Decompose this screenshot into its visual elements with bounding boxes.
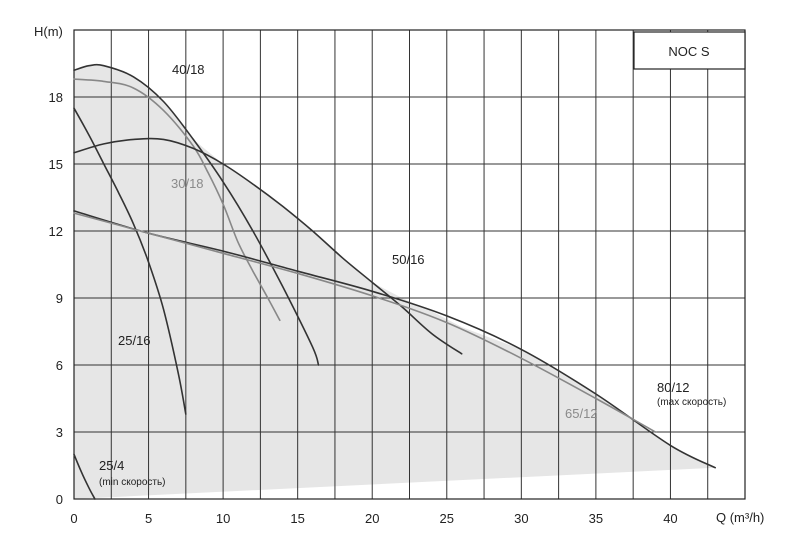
tick-labels: 0 5 10 15 20 25 30 35 40 0 3 6 9 12 15 18 (49, 90, 678, 526)
label-50-16: 50/16 (392, 252, 425, 267)
title-box (633, 31, 746, 70)
x-axis-label: Q (m³/h) (716, 510, 764, 525)
y-tick-label: 6 (56, 358, 63, 373)
chart-title: NOC S (668, 44, 710, 59)
y-axis-label: H(m) (34, 24, 63, 39)
label-40-18: 40/18 (172, 62, 205, 77)
curve-30-18 (73, 78, 281, 322)
y-tick-label: 18 (49, 90, 63, 105)
shaded-area (74, 65, 716, 499)
label-30-18: 30/18 (171, 176, 204, 191)
x-tick-label: 5 (145, 511, 152, 526)
grid (73, 29, 746, 500)
x-tick-label: 15 (290, 511, 304, 526)
plot-border (73, 29, 746, 500)
x-tick-label: 40 (663, 511, 677, 526)
x-tick-label: 0 (70, 511, 77, 526)
sublabel-80-12: (max скорость) (657, 397, 726, 408)
x-tick-label: 35 (589, 511, 603, 526)
curve-25-16 (73, 107, 187, 415)
label-65-12: 65/12 (565, 406, 598, 421)
curve-25-4 (73, 453, 96, 500)
y-tick-label: 15 (49, 157, 63, 172)
x-tick-label: 25 (440, 511, 454, 526)
y-tick-label: 9 (56, 291, 63, 306)
y-tick-label: 3 (56, 425, 63, 440)
curve-40-18 (73, 63, 320, 366)
label-25-16: 25/16 (118, 333, 151, 348)
curve-65-12 (73, 212, 657, 433)
label-80-12: 80/12 (657, 380, 690, 395)
x-tick-label: 30 (514, 511, 528, 526)
y-tick-label: 0 (56, 492, 63, 507)
y-tick-label: 12 (49, 224, 63, 239)
curves (73, 63, 716, 500)
x-tick-label: 10 (216, 511, 230, 526)
x-tick-label: 20 (365, 511, 379, 526)
operating-range-shade (74, 65, 716, 499)
sublabel-25-4: (min скорость) (99, 477, 166, 488)
label-25-4: 25/4 (99, 458, 124, 473)
